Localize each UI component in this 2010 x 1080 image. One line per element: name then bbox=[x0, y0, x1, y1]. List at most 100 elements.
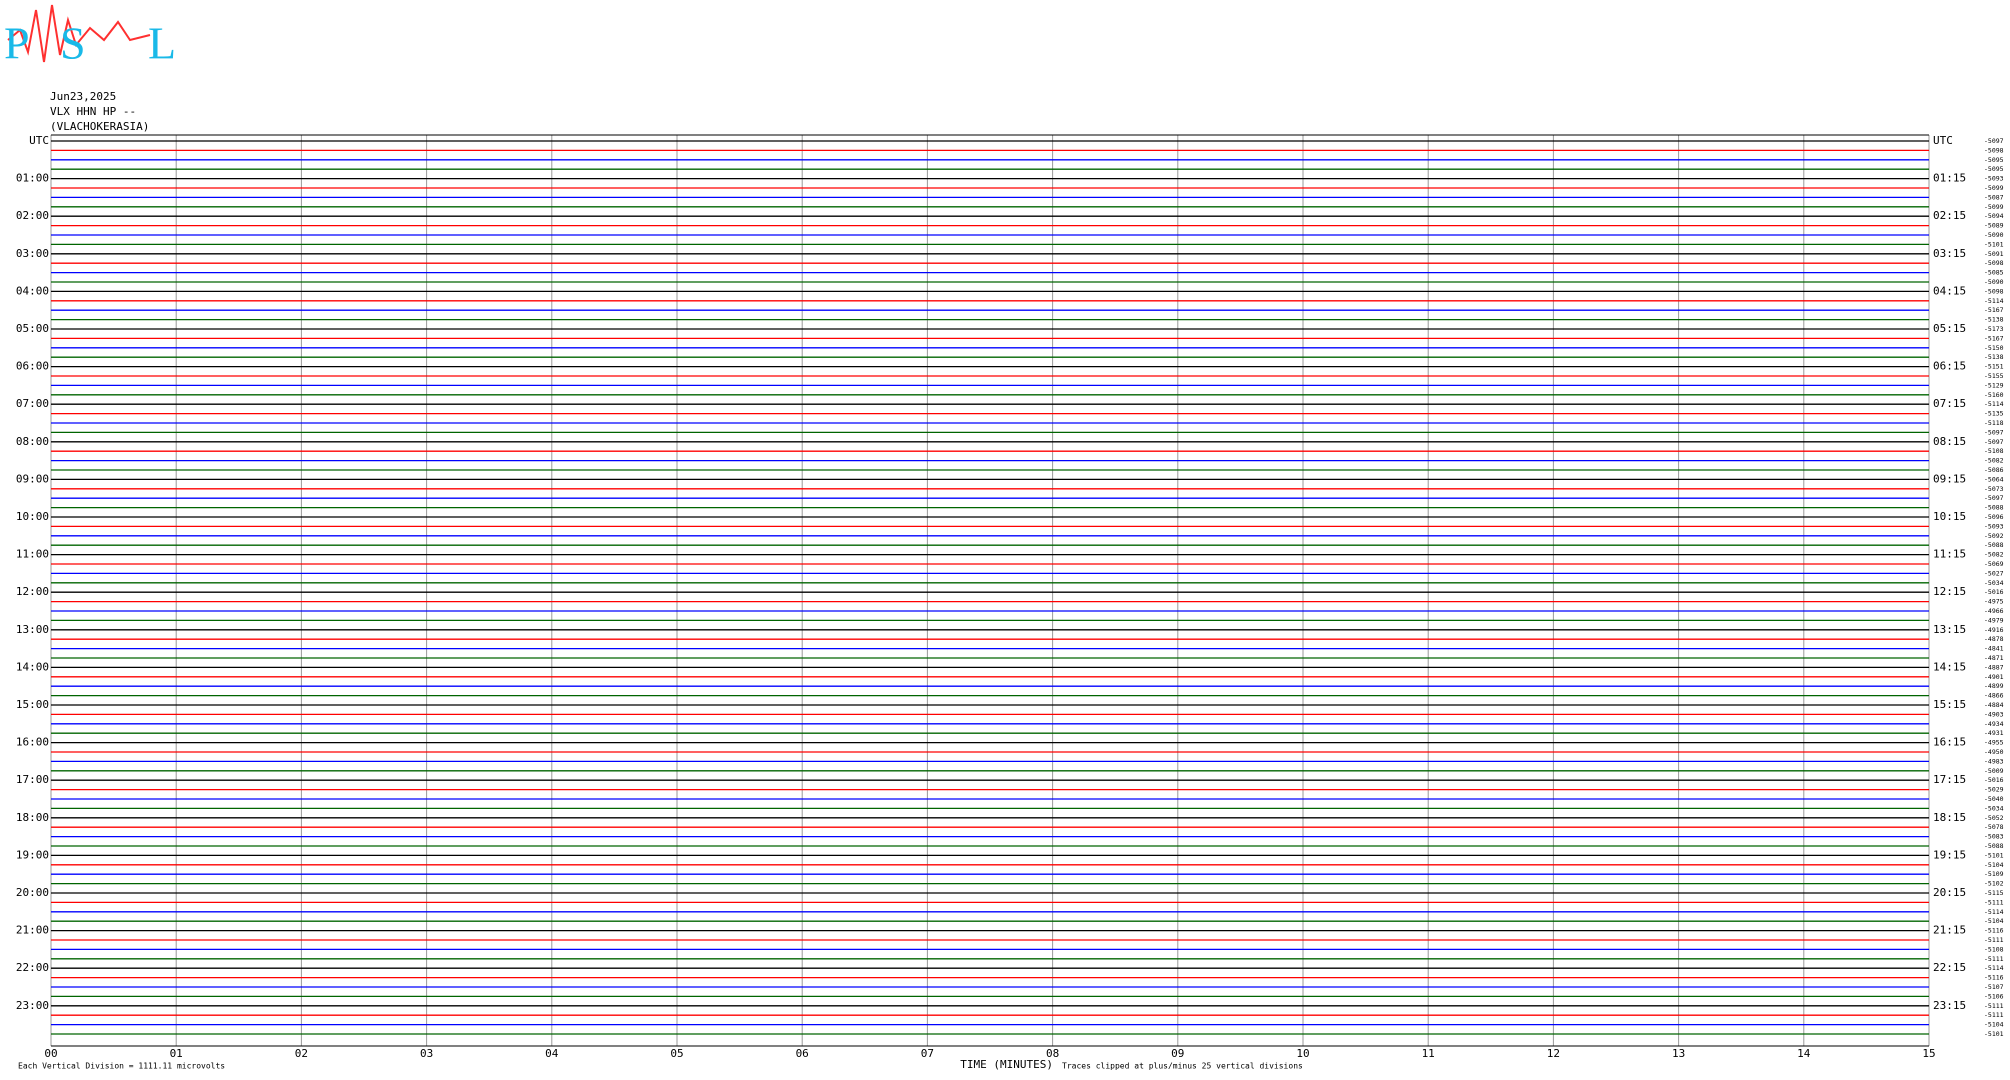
hour-label-right: 11:15 bbox=[1933, 548, 1966, 561]
row-offset: -5090 bbox=[1984, 278, 2004, 286]
hour-label-right: 05:15 bbox=[1933, 322, 1966, 335]
row-offset: -5097 bbox=[1984, 428, 2004, 436]
row-offset: -5088 bbox=[1984, 842, 2004, 850]
x-tick-label: 09 bbox=[1171, 1047, 1184, 1060]
x-tick-label: 06 bbox=[796, 1047, 809, 1060]
scale-note: Each Vertical Division = 1111.11 microvo… bbox=[18, 1062, 225, 1071]
hour-label-left: 09:00 bbox=[16, 472, 49, 485]
row-offset: -5101 bbox=[1984, 1030, 2004, 1038]
x-tick-label: 07 bbox=[921, 1047, 934, 1060]
row-offset: -5098 bbox=[1984, 146, 2004, 154]
x-tick-label: 04 bbox=[545, 1047, 559, 1060]
hour-label-left: 16:00 bbox=[16, 736, 49, 749]
row-offset: -5099 bbox=[1984, 203, 2004, 211]
row-offset: -4887 bbox=[1984, 663, 2004, 671]
row-offset: -5107 bbox=[1984, 983, 2004, 991]
x-tick-label: 14 bbox=[1797, 1047, 1811, 1060]
row-offset: -4983 bbox=[1984, 757, 2004, 765]
hour-label-left: 11:00 bbox=[16, 548, 49, 561]
row-offset: -4934 bbox=[1984, 720, 2004, 728]
row-offset: -4979 bbox=[1984, 616, 2004, 624]
row-offset: -5135 bbox=[1984, 410, 2004, 418]
row-offset: -5098 bbox=[1984, 259, 2004, 267]
row-offset: -5155 bbox=[1984, 372, 2004, 380]
row-offset: -5095 bbox=[1984, 156, 2004, 164]
row-offset: -5114 bbox=[1984, 297, 2004, 305]
row-offset: -5104 bbox=[1984, 917, 2004, 925]
hour-label-right: 08:15 bbox=[1933, 435, 1966, 448]
row-offset: -5098 bbox=[1984, 287, 2004, 295]
row-offset: -5116 bbox=[1984, 974, 2004, 982]
logo-letter: S bbox=[60, 18, 86, 69]
hour-label-left: 10:00 bbox=[16, 510, 49, 523]
row-offset: -4903 bbox=[1984, 710, 2004, 718]
hour-label-right: 02:15 bbox=[1933, 209, 1966, 222]
hour-label-right: 03:15 bbox=[1933, 247, 1966, 260]
row-offset: -5114 bbox=[1984, 908, 2004, 916]
hour-label-left: 01:00 bbox=[16, 172, 49, 185]
row-offset: -4884 bbox=[1984, 701, 2004, 709]
row-offset: -4871 bbox=[1984, 654, 2004, 662]
row-offset: -5016 bbox=[1984, 776, 2004, 784]
hour-label-left: 21:00 bbox=[16, 924, 49, 937]
hour-label-left: 12:00 bbox=[16, 585, 49, 598]
logo: P S L bbox=[4, 4, 176, 69]
hour-label-left: 18:00 bbox=[16, 811, 49, 824]
hour-label-right: 06:15 bbox=[1933, 360, 1966, 373]
row-offset: -5118 bbox=[1984, 419, 2004, 427]
row-offset: -5167 bbox=[1984, 306, 2004, 314]
row-offset: -5082 bbox=[1984, 457, 2004, 465]
logo-wave bbox=[7, 4, 151, 63]
row-offset: -5029 bbox=[1984, 786, 2004, 794]
hour-label-left: 14:00 bbox=[16, 660, 49, 673]
hour-label-right: 16:15 bbox=[1933, 736, 1966, 749]
row-offset: -5089 bbox=[1984, 222, 2004, 230]
row-offset: -5106 bbox=[1984, 992, 2004, 1000]
row-offset: -5082 bbox=[1984, 551, 2004, 559]
row-offset: -5069 bbox=[1984, 560, 2004, 568]
x-tick-label: 12 bbox=[1547, 1047, 1560, 1060]
hour-label-right: 18:15 bbox=[1933, 811, 1966, 824]
row-offset: -5108 bbox=[1984, 447, 2004, 455]
x-tick-label: 00 bbox=[44, 1047, 57, 1060]
row-offset: -5088 bbox=[1984, 504, 2004, 512]
x-tick-label: 15 bbox=[1922, 1047, 1935, 1060]
row-offset: -4841 bbox=[1984, 645, 2004, 653]
row-offset: -5115 bbox=[1984, 889, 2004, 897]
hour-label-right: 10:15 bbox=[1933, 510, 1966, 523]
row-offset: -4950 bbox=[1984, 748, 2004, 756]
row-offset: -5129 bbox=[1984, 381, 2004, 389]
row-offset: -5111 bbox=[1984, 955, 2004, 963]
row-offset: -5078 bbox=[1984, 823, 2004, 831]
row-offset: -5104 bbox=[1984, 1021, 2004, 1029]
hour-label-right: 21:15 bbox=[1933, 924, 1966, 937]
location: (VLACHOKERASIA) bbox=[50, 120, 149, 133]
row-offset: -5114 bbox=[1984, 400, 2004, 408]
row-offset: -5114 bbox=[1984, 964, 2004, 972]
hour-label-left: 02:00 bbox=[16, 209, 49, 222]
hour-label-right: 20:15 bbox=[1933, 886, 1966, 899]
hour-label-left: 22:00 bbox=[16, 961, 49, 974]
row-offset: -4916 bbox=[1984, 626, 2004, 634]
row-offset: -5173 bbox=[1984, 325, 2004, 333]
hour-label-left: 07:00 bbox=[16, 397, 49, 410]
x-tick-label: 08 bbox=[1046, 1047, 1059, 1060]
row-offset: -4866 bbox=[1984, 692, 2004, 700]
row-offset: -4955 bbox=[1984, 739, 2004, 747]
hour-label-right: 01:15 bbox=[1933, 172, 1966, 185]
date: Jun23,2025 bbox=[50, 90, 116, 103]
row-offset: -5087 bbox=[1984, 193, 2004, 201]
hour-label-right: 15:15 bbox=[1933, 698, 1966, 711]
x-tick-label: 11 bbox=[1422, 1047, 1435, 1060]
hour-label-right: UTC bbox=[1933, 134, 1953, 147]
hour-label-right: 22:15 bbox=[1933, 961, 1966, 974]
row-offset: -5109 bbox=[1984, 870, 2004, 878]
row-offset: -5090 bbox=[1984, 231, 2004, 239]
x-tick-label: 03 bbox=[420, 1047, 433, 1060]
hour-label-left: 23:00 bbox=[16, 999, 49, 1012]
row-offset: -5111 bbox=[1984, 1002, 2004, 1010]
row-offset: -5093 bbox=[1984, 175, 2004, 183]
hour-label-left: 20:00 bbox=[16, 886, 49, 899]
